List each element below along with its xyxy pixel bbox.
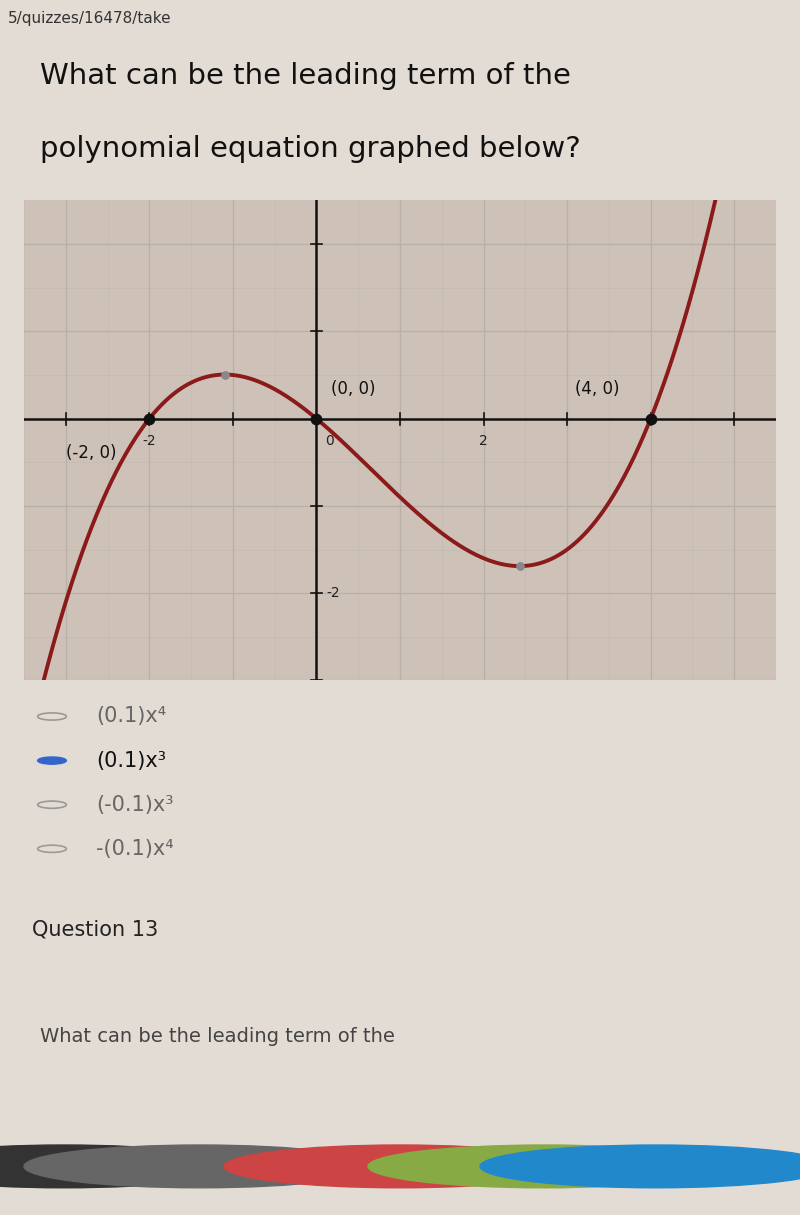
Text: (4, 0): (4, 0)	[575, 380, 620, 399]
Circle shape	[368, 1145, 720, 1188]
Text: (0, 0): (0, 0)	[331, 380, 376, 399]
Circle shape	[480, 1145, 800, 1188]
Point	[513, 556, 526, 576]
Text: -2: -2	[326, 586, 340, 600]
Text: -(0.1)x⁴: -(0.1)x⁴	[96, 838, 174, 859]
Text: (0.1)x³: (0.1)x³	[96, 751, 166, 770]
Point	[143, 409, 156, 429]
Point	[310, 409, 323, 429]
Circle shape	[24, 1145, 376, 1188]
Circle shape	[38, 757, 66, 764]
Text: (-0.1)x³: (-0.1)x³	[96, 795, 174, 815]
Text: What can be the leading term of the: What can be the leading term of the	[40, 1027, 395, 1046]
Text: 5/quizzes/16478/take: 5/quizzes/16478/take	[8, 11, 172, 27]
Point	[218, 364, 231, 384]
Text: -2: -2	[142, 434, 156, 448]
Point	[644, 409, 657, 429]
Text: 0: 0	[325, 434, 334, 448]
Text: polynomial equation graphed below?: polynomial equation graphed below?	[40, 135, 581, 163]
Text: 2: 2	[479, 434, 488, 448]
Text: (-2, 0): (-2, 0)	[66, 443, 116, 462]
Circle shape	[224, 1145, 576, 1188]
Text: What can be the leading term of the: What can be the leading term of the	[40, 62, 571, 90]
Text: (0.1)x⁴: (0.1)x⁴	[96, 706, 166, 727]
Circle shape	[0, 1145, 240, 1188]
Text: Question 13: Question 13	[32, 920, 158, 939]
